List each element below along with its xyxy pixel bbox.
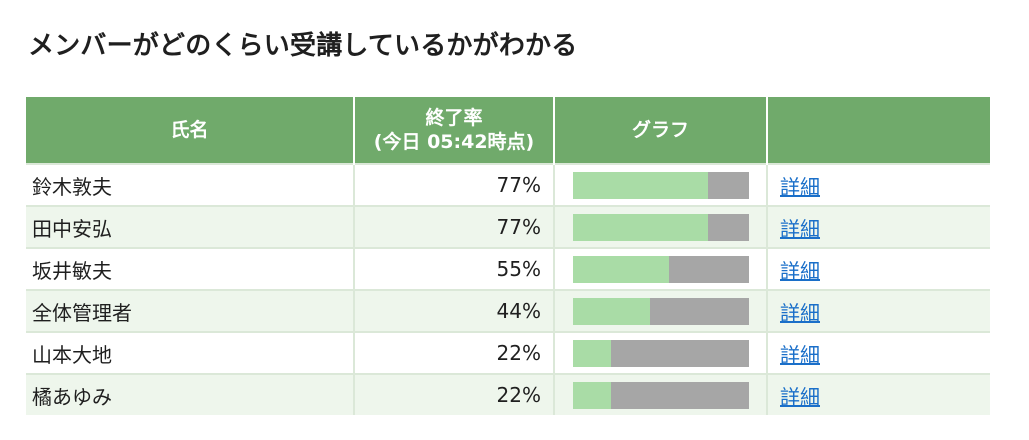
progress-bar bbox=[572, 339, 749, 367]
detail-link[interactable]: 詳細 bbox=[780, 174, 820, 199]
progress-bar bbox=[572, 381, 749, 409]
table-row: 鈴木敦夫 77% 詳細 bbox=[26, 163, 990, 206]
member-name: 橘あゆみ bbox=[26, 373, 355, 415]
progress-bar-fill bbox=[572, 381, 612, 409]
member-name: 坂井敏夫 bbox=[26, 247, 355, 290]
table-row: 全体管理者 44% 詳細 bbox=[26, 289, 990, 332]
progress-graph bbox=[554, 331, 768, 374]
progress-bar-fill bbox=[572, 171, 709, 199]
completion-rate: 77% bbox=[354, 205, 555, 248]
completion-rate: 55% bbox=[354, 247, 555, 290]
table-row: 田中安弘 77% 詳細 bbox=[26, 205, 990, 248]
progress-graph bbox=[554, 373, 768, 415]
detail-link[interactable]: 詳細 bbox=[780, 300, 820, 325]
progress-graph bbox=[554, 205, 768, 248]
progress-graph bbox=[554, 289, 768, 332]
table-header-row: 氏名 終了率 (今日 05:42時点) グラフ bbox=[26, 97, 990, 164]
detail-link[interactable]: 詳細 bbox=[780, 258, 820, 283]
progress-bar-fill bbox=[572, 255, 670, 283]
member-progress-table: 氏名 終了率 (今日 05:42時点) グラフ 鈴木敦夫 77% 詳細 田中安弘 bbox=[26, 97, 990, 415]
table-row: 橘あゆみ 22% 詳細 bbox=[26, 373, 990, 415]
member-name: 田中安弘 bbox=[26, 205, 355, 248]
table-row: 山本大地 22% 詳細 bbox=[26, 331, 990, 374]
progress-bar bbox=[572, 171, 749, 199]
progress-graph bbox=[554, 247, 768, 290]
header-rate: 終了率 (今日 05:42時点) bbox=[354, 97, 555, 164]
header-rate-timestamp: (今日 05:42時点) bbox=[373, 131, 535, 153]
completion-rate: 77% bbox=[354, 163, 555, 206]
progress-graph bbox=[554, 163, 768, 206]
detail-link[interactable]: 詳細 bbox=[780, 216, 820, 241]
completion-rate: 44% bbox=[354, 289, 555, 332]
header-graph: グラフ bbox=[554, 97, 768, 164]
progress-bar-fill bbox=[572, 339, 612, 367]
member-name: 山本大地 bbox=[26, 331, 355, 374]
header-rate-label: 終了率 bbox=[425, 107, 483, 129]
page-title: メンバーがどのくらい受講しているかがわかる bbox=[28, 31, 578, 61]
detail-link[interactable]: 詳細 bbox=[780, 384, 820, 409]
header-detail bbox=[767, 97, 990, 164]
progress-bar bbox=[572, 255, 749, 283]
detail-link[interactable]: 詳細 bbox=[780, 342, 820, 367]
member-name: 鈴木敦夫 bbox=[26, 163, 355, 206]
progress-bar-fill bbox=[572, 213, 709, 241]
completion-rate: 22% bbox=[354, 331, 555, 374]
member-name: 全体管理者 bbox=[26, 289, 355, 332]
header-name: 氏名 bbox=[26, 97, 355, 164]
table-row: 坂井敏夫 55% 詳細 bbox=[26, 247, 990, 290]
progress-bar bbox=[572, 213, 749, 241]
progress-bar bbox=[572, 297, 749, 325]
completion-rate: 22% bbox=[354, 373, 555, 415]
progress-bar-fill bbox=[572, 297, 650, 325]
